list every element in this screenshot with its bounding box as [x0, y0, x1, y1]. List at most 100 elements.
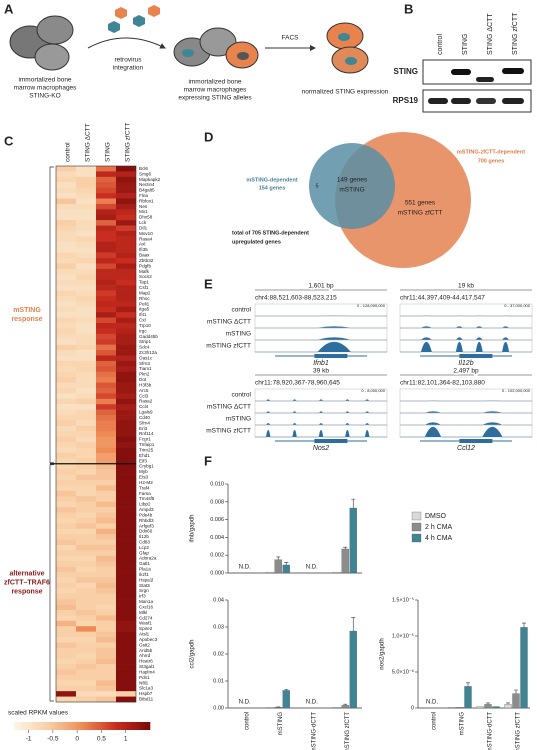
- scale-label: 2,497 bp: [453, 368, 479, 375]
- heat-cell: [116, 312, 136, 318]
- group-label: response: [11, 589, 42, 596]
- heat-cell: [76, 544, 96, 551]
- bar: [341, 705, 349, 709]
- gene-label: Wasf1: [139, 621, 152, 626]
- heat-cell: [96, 691, 116, 697]
- heat-cell: [96, 534, 116, 540]
- heat-cell: [96, 323, 116, 329]
- heat-cell: [56, 312, 76, 318]
- heat-cell: [56, 176, 76, 183]
- exon: [459, 439, 493, 443]
- gene-label: Trp10: [139, 323, 151, 328]
- heat-cell: [76, 626, 96, 632]
- heat-cell: [116, 387, 136, 394]
- heat-cell: [76, 415, 96, 421]
- heat-cell: [56, 306, 76, 313]
- gene-label: Nes: [139, 204, 148, 209]
- colorbar-step: [131, 722, 135, 730]
- bar: [448, 707, 456, 709]
- heat-cell: [56, 485, 76, 492]
- heat-cell: [116, 295, 136, 302]
- heat-cell: [116, 203, 136, 210]
- gene-label: Ccl4: [139, 404, 149, 409]
- virus: [115, 7, 127, 19]
- heat-cell: [96, 561, 116, 567]
- heat-cell: [56, 555, 76, 562]
- gene-label: Sdc4: [139, 345, 150, 350]
- heat-cell: [116, 323, 136, 329]
- heat-cell: [116, 550, 136, 557]
- gene-label: Ikzf1: [139, 572, 149, 577]
- bar: [520, 627, 528, 709]
- heat-cell: [76, 203, 96, 210]
- colorbar-step: [88, 722, 92, 730]
- heat-cell: [96, 442, 116, 448]
- heat-cell: [96, 306, 116, 313]
- heat-cell: [76, 680, 96, 687]
- heat-cell: [56, 203, 76, 210]
- signal: [400, 341, 532, 353]
- heat-cell: [96, 409, 116, 416]
- gene-label: Rhbdl3: [139, 518, 154, 523]
- colorbar-step: [59, 722, 62, 730]
- gene-label: Pdn1: [139, 675, 150, 680]
- gene-label: Apobec3: [139, 637, 158, 642]
- legend-label: DMSO: [425, 513, 447, 520]
- heat-cell: [96, 539, 116, 546]
- bar: [274, 559, 282, 574]
- heat-cell: [56, 669, 76, 676]
- heat-cell: [76, 420, 96, 427]
- heat-cell: [56, 512, 76, 519]
- heat-cell: [76, 225, 96, 232]
- colorbar-step: [29, 722, 33, 730]
- x-tick-label: mSTING zfCTT: [345, 712, 351, 750]
- heat-cell: [96, 171, 116, 178]
- colorbar-step: [129, 722, 133, 730]
- gene-label: Stat3: [139, 583, 150, 588]
- colorbar-tick-label: -1: [26, 736, 32, 743]
- heat-cell: [96, 555, 116, 562]
- colorbar-step: [106, 722, 110, 730]
- heat-cell: [96, 236, 116, 243]
- venn-label: 154 genes: [259, 185, 286, 191]
- gene-label: Slc1a3: [139, 686, 153, 691]
- heat-cell: [76, 295, 96, 302]
- heat-cell: [76, 615, 96, 622]
- heat-cell: [96, 371, 116, 378]
- gene-label: Mafk: [139, 269, 150, 274]
- heat-cell: [56, 653, 76, 659]
- gene-label: Irf3: [139, 594, 146, 599]
- heat-cell: [116, 436, 136, 443]
- gene-label: Hspb7: [139, 691, 153, 696]
- heat-cell: [56, 544, 76, 551]
- heat-cell: [76, 528, 96, 535]
- heat-cell: [76, 279, 96, 286]
- gene-label: Cxl: [139, 318, 146, 323]
- heat-cell: [76, 306, 96, 313]
- heat-cell: [116, 631, 136, 638]
- heat-cell: [76, 366, 96, 373]
- heat-cell: [56, 637, 76, 643]
- heat-cell: [96, 615, 116, 622]
- gene-label: Il12b: [139, 534, 149, 539]
- bar: [333, 707, 341, 709]
- gene-label: Bcl6: [139, 166, 148, 171]
- heat-cell: [76, 393, 96, 400]
- error-bar: [343, 703, 348, 706]
- x-tick-label: mSTING: [278, 712, 284, 736]
- heat-cell: [116, 176, 136, 183]
- colorbar-step: [14, 722, 17, 730]
- heat-cell: [116, 306, 136, 313]
- normalized-label: normalized STING expression: [302, 89, 389, 96]
- bracket: [49, 464, 54, 702]
- colorbar-step: [125, 722, 128, 730]
- gene-label: Srgn: [139, 588, 149, 593]
- gene-label: Ehd1: [139, 453, 150, 458]
- gene-label: Heatr6: [139, 659, 153, 664]
- heat-cell: [116, 615, 136, 622]
- gene-label: Mlkl: [139, 610, 147, 615]
- heat-cell: [76, 387, 96, 394]
- nucleus: [237, 52, 249, 60]
- exon: [314, 439, 348, 443]
